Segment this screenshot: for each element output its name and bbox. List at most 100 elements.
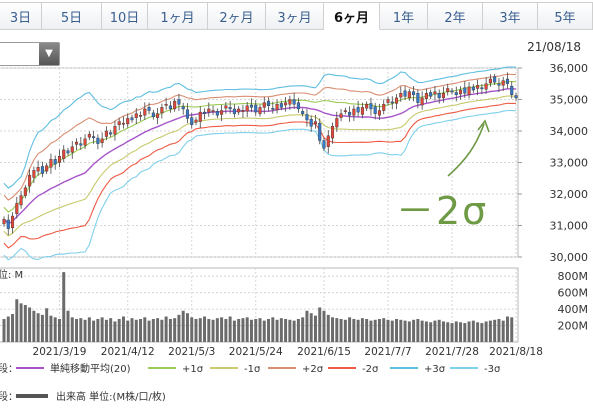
volume-bar <box>215 318 219 342</box>
candle <box>365 104 369 109</box>
candle <box>190 117 194 125</box>
candle <box>360 107 364 115</box>
candle <box>126 118 130 125</box>
candle <box>121 122 125 125</box>
candle <box>160 107 164 114</box>
volume-bar <box>467 321 471 342</box>
volume-bar <box>348 317 352 342</box>
band-m2 <box>3 102 516 249</box>
candle <box>75 141 79 145</box>
candle <box>292 99 296 105</box>
volume-bar <box>104 319 108 342</box>
candle <box>416 92 420 103</box>
annotation-arrow <box>447 123 485 177</box>
chart-type-select[interactable]: ▼ <box>0 42 60 66</box>
candle <box>198 111 202 122</box>
tab-3[interactable]: 10日 <box>102 2 148 30</box>
candle <box>514 95 518 99</box>
candle <box>339 113 343 118</box>
volume-bar <box>360 318 364 342</box>
tab-4[interactable]: 1ヶ月 <box>148 2 208 30</box>
volume-bar <box>407 321 411 342</box>
candle <box>45 165 49 172</box>
volume-tick-label: 600M <box>558 287 589 300</box>
candle <box>450 90 454 93</box>
volume-bar <box>28 307 32 342</box>
tab-8[interactable]: 1年 <box>380 2 428 30</box>
volume-bar <box>211 319 215 342</box>
candle <box>168 105 172 110</box>
volume-bar <box>292 320 296 342</box>
volume-bar <box>32 310 36 342</box>
candle <box>220 110 224 115</box>
tab-9[interactable]: 2年 <box>428 2 483 30</box>
volume-bar <box>121 316 125 342</box>
candle <box>284 102 288 106</box>
candle <box>377 110 381 116</box>
candle <box>390 101 394 104</box>
candle <box>83 138 87 146</box>
volume-tick-label: 800M <box>558 270 589 283</box>
candle <box>296 102 300 110</box>
volume-bar <box>15 299 19 342</box>
tab-6[interactable]: 3ヶ月 <box>266 2 324 30</box>
candle <box>318 122 322 141</box>
volume-bar <box>471 320 475 342</box>
volume-bar <box>505 316 509 342</box>
volume-bar <box>373 319 377 342</box>
candle <box>15 203 19 214</box>
legend-label: 単純移動平均(20) <box>50 362 131 375</box>
tab-7[interactable]: 6ヶ月 <box>324 2 380 30</box>
x-tick-label: 2021/4/12 <box>101 346 155 358</box>
candle <box>446 88 450 92</box>
volume-bar <box>130 318 134 342</box>
candle <box>66 150 70 154</box>
volume-bar <box>484 321 488 342</box>
candle <box>2 218 6 225</box>
volume-bar <box>23 305 27 342</box>
candle <box>484 83 488 90</box>
tab-5[interactable]: 2ヶ月 <box>208 2 266 30</box>
volume-bar <box>497 318 501 342</box>
volume-bar <box>117 318 121 342</box>
price-tick-label: 31,000 <box>550 220 589 233</box>
candle <box>100 138 104 144</box>
volume-bar <box>147 320 151 342</box>
price-tick-label: 30,000 <box>550 251 589 264</box>
tab-10[interactable]: 3年 <box>483 2 538 30</box>
tab-2[interactable]: 5日 <box>42 2 102 30</box>
candle <box>467 86 471 95</box>
candle <box>373 106 377 114</box>
volume-bar <box>279 318 283 342</box>
volume-bar <box>40 314 44 342</box>
candle <box>386 99 390 103</box>
candle <box>207 108 211 113</box>
candle <box>11 215 15 229</box>
candle <box>6 219 10 229</box>
volume-bar <box>194 318 198 342</box>
candle <box>245 105 249 112</box>
volume-bar <box>352 318 356 342</box>
candle <box>433 91 437 95</box>
volume-bar <box>339 318 343 342</box>
candle <box>62 149 66 159</box>
candle <box>32 170 36 178</box>
volume-bar <box>450 323 454 342</box>
volume-bar <box>245 317 249 342</box>
candle <box>403 90 407 97</box>
dropdown-button[interactable]: ▼ <box>39 43 59 65</box>
candle <box>476 85 480 89</box>
volume-bar <box>441 321 445 342</box>
candle <box>267 100 271 106</box>
candle <box>254 104 258 113</box>
volume-bar <box>258 318 262 342</box>
volume-bar <box>143 317 147 342</box>
volume-bar <box>92 320 96 342</box>
volume-bar <box>83 319 87 342</box>
candle <box>241 110 245 112</box>
volume-bar <box>309 313 313 342</box>
tab-1[interactable]: 3日 <box>0 2 42 30</box>
candle <box>262 102 266 108</box>
volume-bar <box>326 314 330 342</box>
volume-bar <box>510 317 514 342</box>
